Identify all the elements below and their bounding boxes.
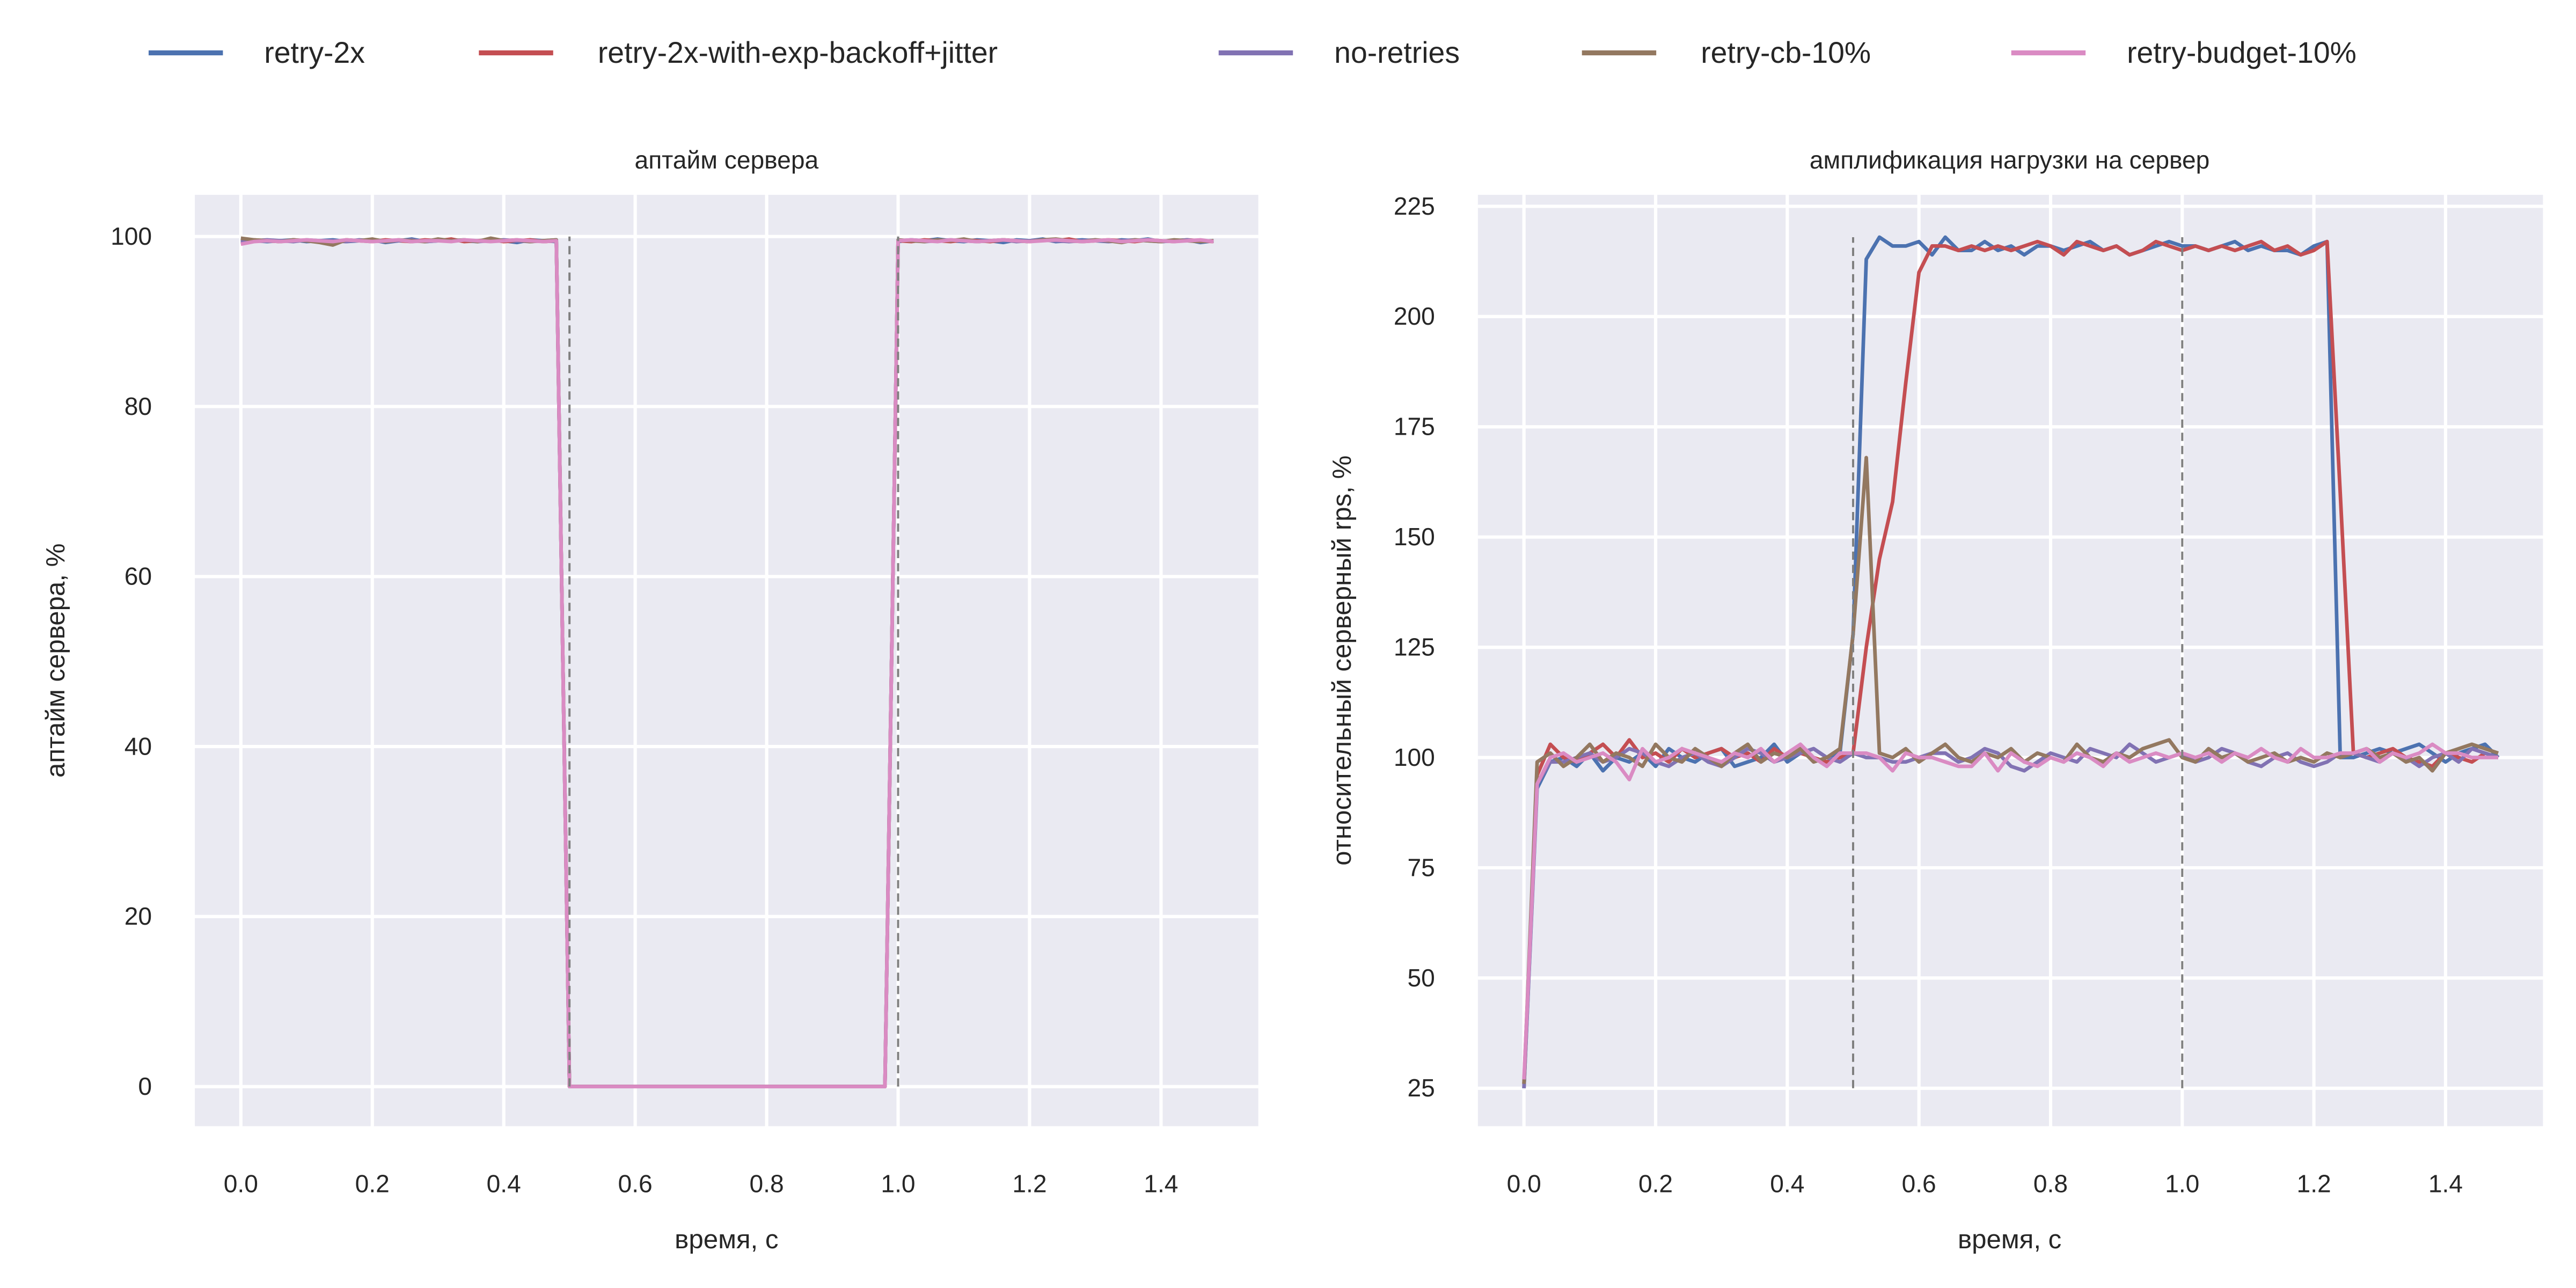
load-amplification-chart: 0.0 0.2 0.4 0.6 0.8 1.0 1.2 1.4 25 50 75 100 125 150 1… (1327, 146, 2543, 1254)
chart-title: амплификация нагрузки на сервер (1810, 146, 2209, 174)
y-tick-label: 80 (125, 392, 152, 420)
x-tick-label: 1.4 (1144, 1170, 1178, 1198)
legend-item-retry-budget: retry-budget-10% (2011, 36, 2357, 69)
x-tick-label: 0.2 (1638, 1170, 1673, 1198)
x-tick-label: 1.0 (2165, 1170, 2199, 1198)
legend-label: no-retries (1334, 36, 1460, 69)
series-line-retry-budget-10- (1522, 742, 2499, 1080)
plot-background (195, 195, 1258, 1126)
y-tick-label: 100 (111, 222, 152, 250)
legend-item-retry-2x-backoff: retry-2x-with-exp-backoff+jitter (479, 36, 998, 69)
x-tick-label: 1.2 (2297, 1170, 2331, 1198)
y-tick-label: 20 (125, 902, 152, 930)
x-tick-label: 0.8 (2033, 1170, 2068, 1198)
y-tick-label: 0 (138, 1072, 152, 1100)
y-tick-label: 100 (1394, 743, 1435, 771)
y-tick-label: 125 (1394, 633, 1435, 661)
y-tick-label: 225 (1394, 192, 1435, 220)
y-tick-label: 150 (1394, 523, 1435, 551)
x-tick-label: 0.6 (618, 1170, 653, 1198)
legend-label: retry-budget-10% (2127, 36, 2357, 69)
legend-label: retry-2x (264, 36, 365, 69)
uptime-chart: 0.0 0.2 0.4 0.6 0.8 1.0 1.2 1.4 0 20 40 60 80 100 апт… (41, 146, 1258, 1254)
y-tick-label: 200 (1394, 302, 1435, 330)
plot-area: 0.0 0.2 0.4 0.6 0.8 1.0 1.2 1.4 25 50 75 100 125 150 1… (1394, 192, 2543, 1198)
y-tick-label: 75 (1408, 853, 1435, 881)
y-axis-label: относительный серверный rps, % (1327, 456, 1357, 866)
x-tick-label: 1.2 (1012, 1170, 1046, 1198)
x-tick-label: 1.4 (2428, 1170, 2463, 1198)
legend: retry-2x retry-2x-with-exp-backoff+jitte… (148, 36, 2357, 69)
x-tick-label: 0.6 (1902, 1170, 1936, 1198)
y-tick-label: 50 (1408, 964, 1435, 992)
x-tick-label: 0.2 (355, 1170, 390, 1198)
x-tick-label: 0.0 (224, 1170, 258, 1198)
y-tick-label: 40 (125, 732, 152, 760)
y-tick-label: 60 (125, 562, 152, 590)
x-tick-label: 0.0 (1507, 1170, 1541, 1198)
legend-label: retry-cb-10% (1701, 36, 1871, 69)
legend-item-retry-2x: retry-2x (148, 36, 365, 69)
y-tick-label: 175 (1394, 413, 1435, 441)
series-line-retry-budget-10- (240, 238, 1214, 1089)
y-tick-label: 25 (1408, 1074, 1435, 1102)
x-axis-label: время, с (1958, 1225, 2061, 1254)
x-tick-label: 0.8 (749, 1170, 784, 1198)
x-tick-label: 1.0 (881, 1170, 915, 1198)
legend-item-no-retries: no-retries (1218, 36, 1460, 69)
chart-title: аптайм сервера (635, 146, 819, 174)
x-tick-label: 0.4 (487, 1170, 521, 1198)
y-axis-label: аптайм сервера, % (41, 543, 70, 778)
x-axis-label: время, с (675, 1225, 778, 1254)
legend-label: retry-2x-with-exp-backoff+jitter (598, 36, 998, 69)
legend-item-retry-cb: retry-cb-10% (1582, 36, 1871, 69)
plot-area: 0.0 0.2 0.4 0.6 0.8 1.0 1.2 1.4 0 20 40 60 80 100 (111, 195, 1258, 1198)
x-tick-label: 0.4 (1770, 1170, 1804, 1198)
plot-background (1477, 195, 2543, 1126)
